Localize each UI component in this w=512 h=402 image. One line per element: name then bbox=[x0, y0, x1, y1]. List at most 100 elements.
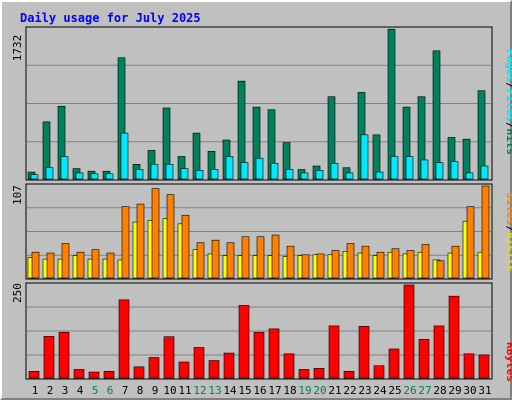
sites-bar bbox=[406, 250, 415, 279]
kbytes-bar bbox=[433, 325, 445, 379]
kbytes-bar bbox=[103, 371, 115, 379]
day-label: 4 bbox=[77, 384, 84, 397]
day-label: 17 bbox=[268, 384, 281, 397]
kbytes-bar bbox=[253, 331, 265, 379]
kbytes-bar bbox=[343, 371, 355, 379]
svg-text:Pages/Files/Hits: Pages/Files/Hits bbox=[504, 49, 512, 155]
files-bar bbox=[435, 162, 444, 180]
files-bar bbox=[105, 173, 114, 180]
sites-bar bbox=[166, 194, 175, 279]
sites-bar bbox=[376, 251, 385, 279]
legend-kbytes-text: KBytes bbox=[504, 342, 512, 382]
bars-kbytes bbox=[27, 284, 491, 379]
legend-hits: Hits bbox=[504, 129, 512, 156]
files-bar bbox=[390, 156, 399, 180]
sites-bar bbox=[361, 245, 370, 279]
sites-bar bbox=[331, 250, 340, 279]
kbytes-bar bbox=[418, 339, 430, 379]
sites-bar bbox=[31, 251, 40, 279]
day-label: 18 bbox=[283, 384, 296, 397]
sites-bar bbox=[256, 236, 265, 279]
kbytes-bar bbox=[463, 353, 475, 379]
day-label: 14 bbox=[223, 384, 237, 397]
legend-hits-files-pages: Pages/Files/Hits bbox=[504, 49, 512, 155]
bars-hits-files-pages bbox=[27, 28, 491, 180]
sites-bar bbox=[301, 254, 310, 279]
files-bar bbox=[405, 156, 414, 180]
svg-text:Sites/Visits: Sites/Visits bbox=[504, 192, 512, 272]
day-label: 31 bbox=[478, 384, 491, 397]
files-bar bbox=[315, 170, 324, 180]
day-label: 8 bbox=[137, 384, 144, 397]
day-label: 2 bbox=[47, 384, 54, 397]
day-label: 29 bbox=[448, 384, 461, 397]
sites-bar bbox=[61, 243, 70, 279]
kbytes-bar bbox=[43, 336, 55, 379]
day-label: 26 bbox=[403, 384, 416, 397]
kbytes-bar bbox=[148, 357, 160, 379]
files-bar bbox=[210, 169, 219, 180]
kbytes-bar bbox=[208, 360, 220, 379]
files-bar bbox=[195, 170, 204, 180]
files-bar bbox=[270, 163, 279, 180]
kbytes-bar bbox=[118, 299, 130, 379]
files-bar bbox=[135, 169, 144, 180]
sites-bar bbox=[436, 260, 445, 279]
kbytes-bar bbox=[268, 328, 280, 379]
day-label: 20 bbox=[313, 384, 326, 397]
kbytes-bar bbox=[193, 347, 205, 379]
day-label: 7 bbox=[122, 384, 129, 397]
day-label: 13 bbox=[208, 384, 221, 397]
files-bar bbox=[75, 172, 84, 180]
files-bar bbox=[30, 174, 39, 180]
kbytes-bar bbox=[73, 369, 85, 379]
legend-files: Files bbox=[504, 89, 512, 122]
day-label: 23 bbox=[358, 384, 371, 397]
day-label: 24 bbox=[373, 384, 387, 397]
kbytes-bar bbox=[313, 368, 325, 379]
day-label: 1 bbox=[32, 384, 39, 397]
sites-bar bbox=[91, 249, 100, 279]
sites-bar bbox=[241, 236, 250, 279]
files-bar bbox=[120, 132, 129, 180]
kbytes-bar bbox=[328, 325, 340, 379]
day-label: 27 bbox=[418, 384, 431, 397]
legend-kbytes: KBytes bbox=[504, 342, 512, 382]
sites-bar bbox=[391, 248, 400, 279]
sites-bar bbox=[136, 203, 145, 279]
kbytes-bar bbox=[298, 369, 310, 379]
kbytes-bar bbox=[58, 331, 70, 379]
sites-ymax-label: 107 bbox=[11, 185, 24, 205]
kbytes-bar bbox=[133, 366, 145, 379]
sites-bar bbox=[451, 245, 460, 279]
day-label: 15 bbox=[238, 384, 251, 397]
legend-visits: Visits bbox=[504, 232, 512, 272]
files-bar bbox=[180, 168, 189, 180]
files-bar bbox=[465, 172, 474, 180]
kbytes-bar bbox=[358, 325, 370, 379]
sites-bar bbox=[76, 251, 85, 279]
day-label: 28 bbox=[433, 384, 446, 397]
day-label: 19 bbox=[298, 384, 311, 397]
files-bar bbox=[450, 161, 459, 180]
day-label: 6 bbox=[107, 384, 114, 397]
sites-bar bbox=[121, 206, 130, 279]
files-bar bbox=[255, 157, 264, 180]
files-bar bbox=[225, 156, 234, 180]
sites-bar bbox=[481, 185, 490, 279]
kbytes-ymax-label: 250 bbox=[11, 283, 24, 303]
day-label: 25 bbox=[388, 384, 401, 397]
files-bar bbox=[285, 169, 294, 180]
kbytes-bar bbox=[388, 348, 400, 379]
day-label: 5 bbox=[92, 384, 99, 397]
sites-bar bbox=[226, 242, 235, 279]
kbytes-bar bbox=[178, 361, 190, 379]
legend-pages: Pages bbox=[504, 49, 512, 82]
kbytes-bar bbox=[28, 371, 40, 379]
sites-bar bbox=[286, 245, 295, 279]
files-bar bbox=[375, 171, 384, 180]
kbytes-bar bbox=[448, 295, 460, 379]
day-label: 30 bbox=[463, 384, 476, 397]
